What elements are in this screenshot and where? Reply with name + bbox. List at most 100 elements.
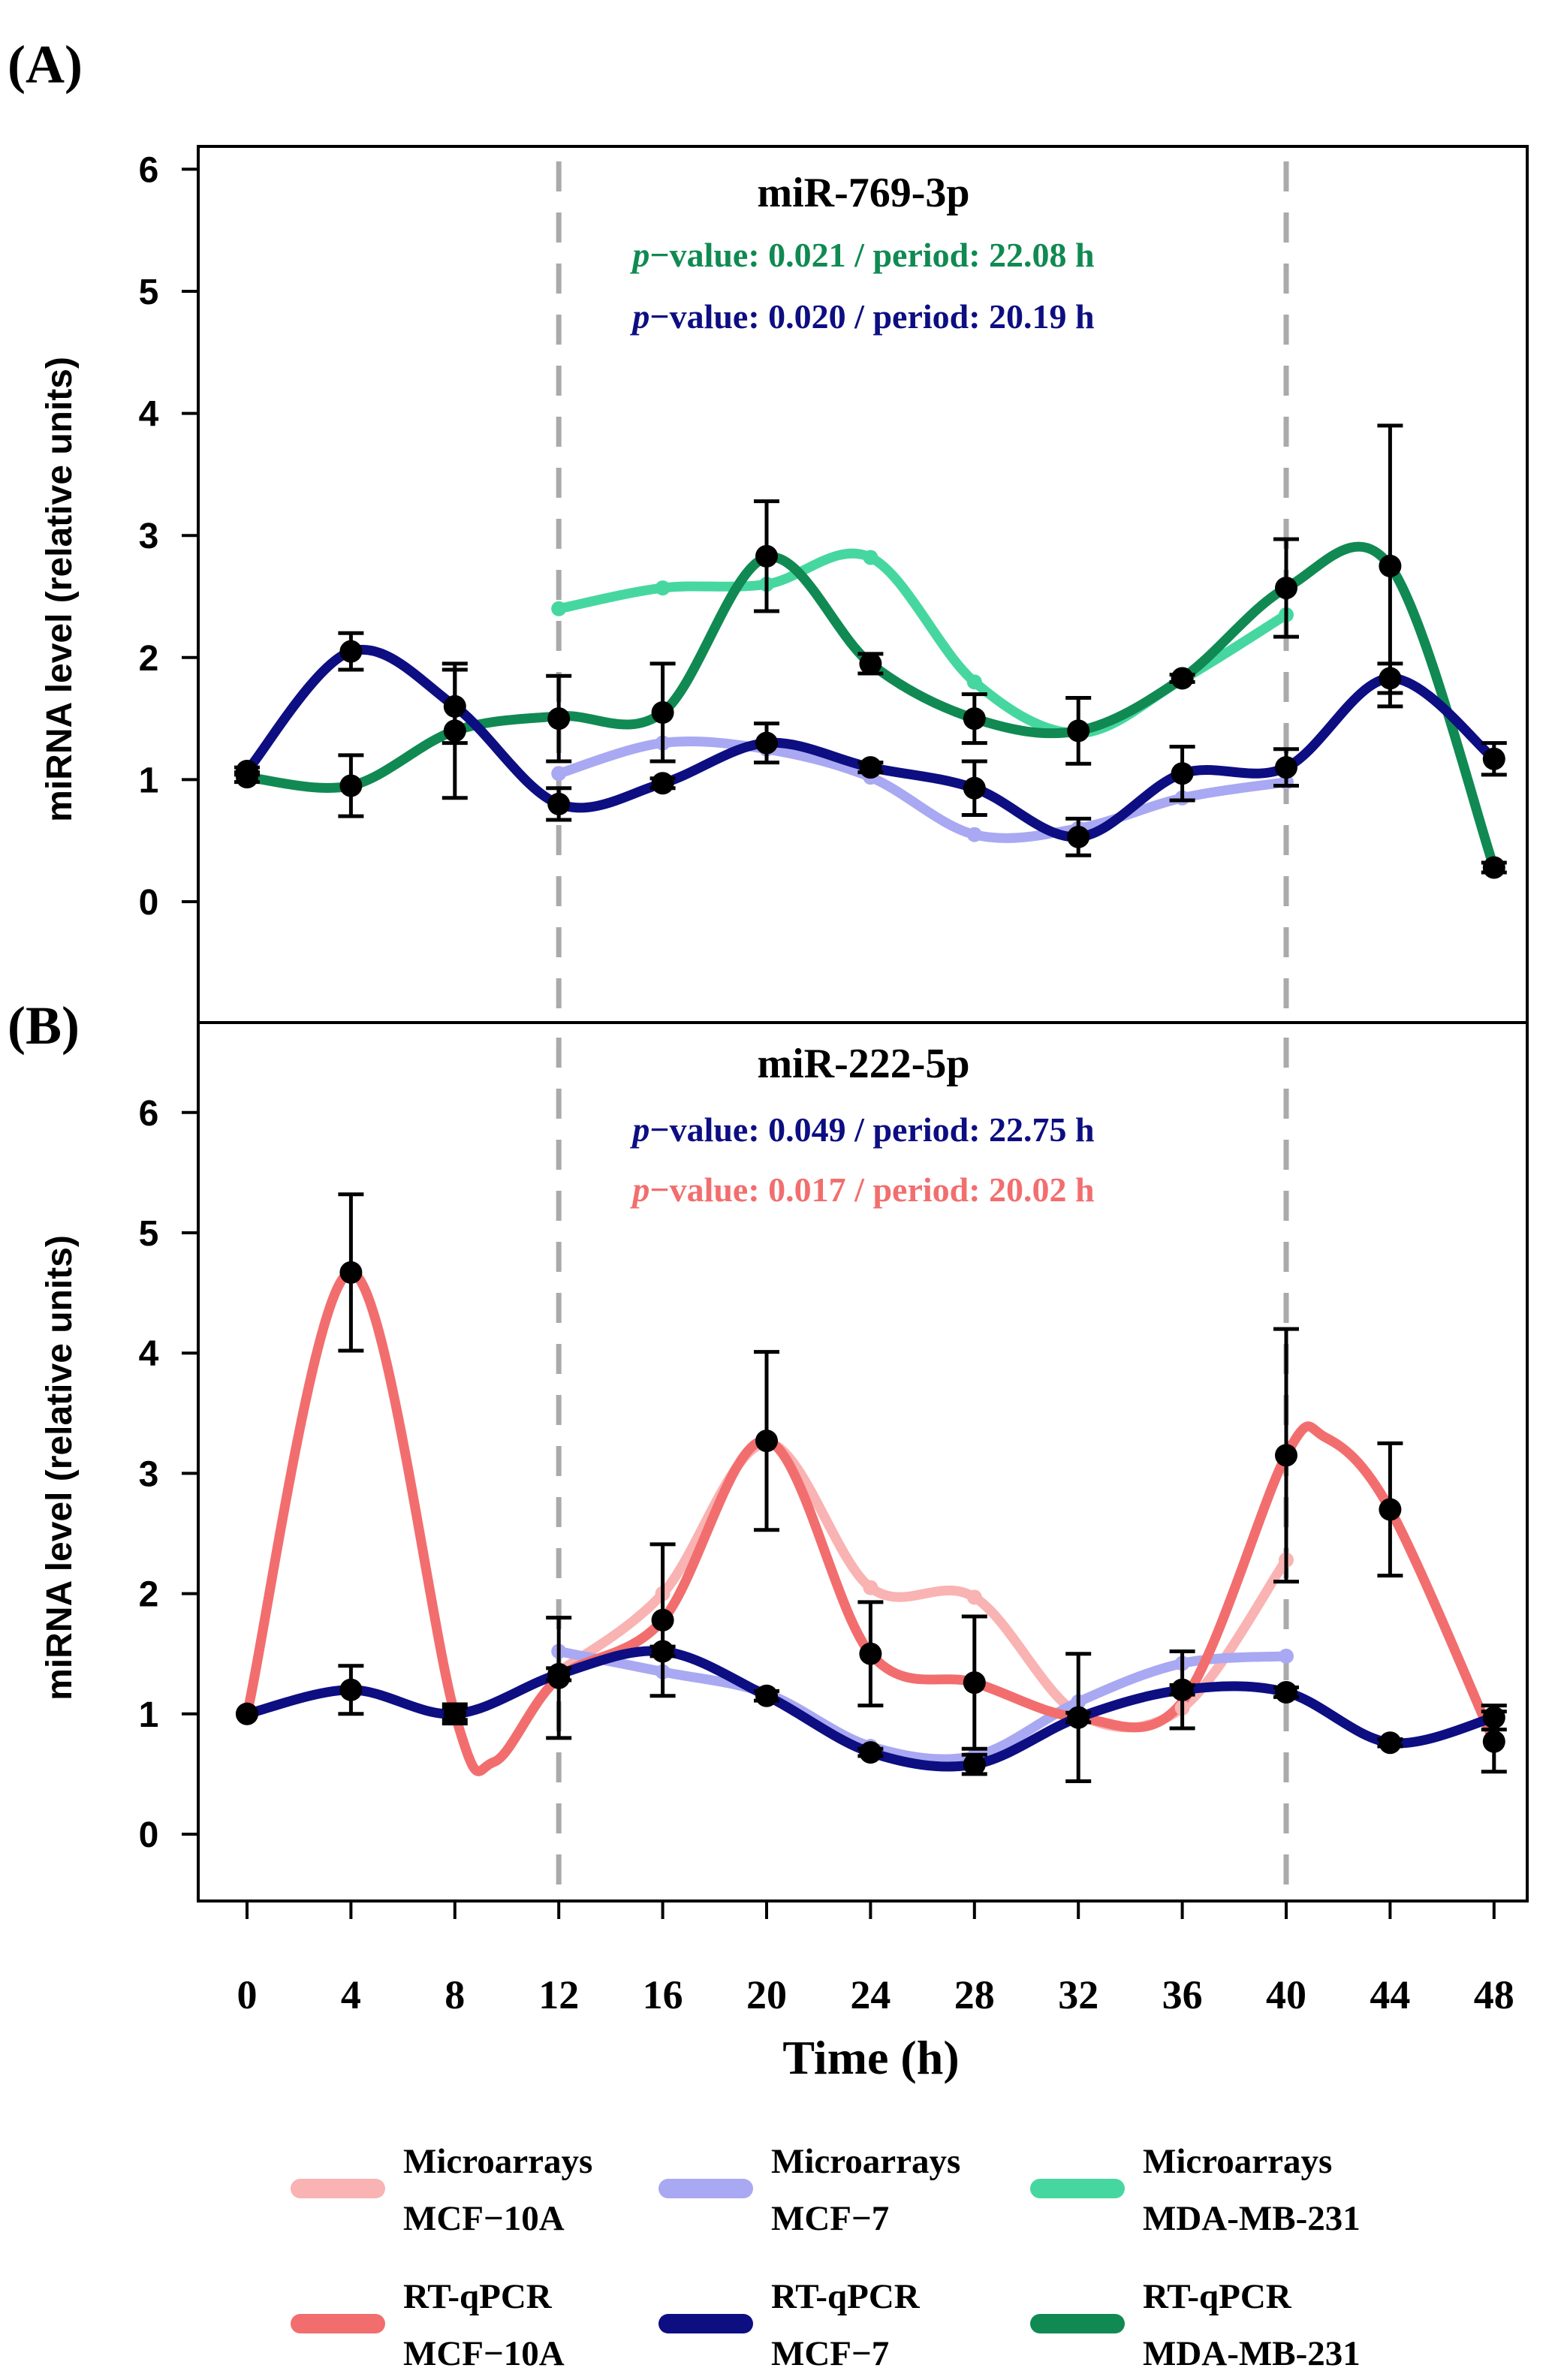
panel-b-series-rt_mcf10a [242, 1267, 1499, 1776]
x-tick-label: 28 [954, 1972, 995, 2017]
data-point [443, 1702, 466, 1725]
data-point [547, 1662, 571, 1686]
panel-a-point-rt_mcf7 [1169, 744, 1195, 803]
panel-b-point-rt_mcf7 [649, 1640, 676, 1663]
legend-label-line1: Microarrays [403, 2142, 592, 2181]
panel-a-y-tick-label: 2 [139, 639, 159, 679]
legend-label-line1: RT-qPCR [771, 2277, 921, 2316]
data-point [755, 731, 778, 755]
data-point [1379, 667, 1402, 690]
legend-label-line2: MCF−7 [771, 2334, 889, 2373]
data-point [339, 1678, 363, 1701]
panel-b-point-rt_mcf10a [338, 1192, 364, 1353]
panel-b-annotation-1: p−value: 0.049 / period: 22.75 h [629, 1110, 1094, 1149]
panel-b-micro_mcf10a-marker [863, 1580, 878, 1595]
panel-a-point-rt_mcf7 [1065, 816, 1092, 857]
data-point [1482, 747, 1505, 770]
panel-a-point-rt_mdamb231 [338, 753, 364, 818]
panel-b-point-rt_mcf10a [857, 1600, 884, 1708]
legend-label-line1: Microarrays [771, 2142, 960, 2181]
data-point [1171, 667, 1194, 690]
annotation-text: −value: 0.017 / period: 20.02 h [649, 1170, 1094, 1209]
legend-item-rt_mcf10a: RT-qPCR MCF−10A [291, 2277, 565, 2373]
panel-b-y-tick-label: 4 [139, 1334, 159, 1374]
annotation-text: −value: 0.020 / period: 20.19 h [649, 297, 1094, 336]
panel-b-point-rt_mcf7 [441, 1702, 468, 1725]
data-point [755, 544, 778, 568]
data-point [339, 640, 363, 663]
data-point [755, 1684, 778, 1707]
p-symbol: p [629, 236, 649, 274]
data-point [1067, 1706, 1090, 1729]
legend-item-micro_mdamb231: Microarrays MDA-MB-231 [1030, 2142, 1361, 2238]
panel-a-point-rt_mcf7 [234, 760, 260, 783]
x-axis-title: Time (h) [782, 2031, 959, 2084]
panel-a-y-tick-label: 4 [139, 395, 159, 435]
legend-label-line1: RT-qPCR [403, 2277, 553, 2316]
x-tick-label: 36 [1162, 1972, 1203, 2017]
data-point [651, 1608, 674, 1631]
data-point [859, 756, 882, 779]
data-point [1067, 825, 1090, 848]
panel-b-point-rt_mcf10a [1273, 1327, 1299, 1584]
panel-b-micro_mcf10a-marker [966, 1589, 982, 1605]
x-tick-label: 44 [1370, 1972, 1410, 2017]
panel-b-y-tick-label: 0 [139, 1815, 159, 1855]
p-symbol: p [629, 1170, 649, 1209]
panel-a-point-rt_mdamb231 [857, 652, 884, 676]
panel-a-ylabel: miRNA level (relative units) [40, 357, 80, 822]
x-tick-label: 8 [444, 1972, 465, 2017]
panel-a-y-tick-label: 3 [139, 517, 159, 556]
data-point [1067, 719, 1090, 743]
data-point [443, 694, 466, 718]
data-point [1482, 856, 1505, 879]
panel-b-series-micro_mcf7 [553, 1646, 1291, 1764]
panel-a-point-rt_mcf7 [338, 631, 364, 672]
data-point [1275, 1680, 1297, 1704]
data-point [859, 652, 882, 675]
panel-a-point-rt_mdamb231 [1273, 537, 1299, 639]
panel-a-point-rt_mcf7 [546, 786, 572, 822]
panel-label-b: (B) [8, 996, 80, 1056]
panel-a-point-rt_mdamb231 [1169, 667, 1195, 690]
panel-a-y-tick-label: 6 [139, 150, 159, 190]
panel-a-micro_mdamb231-marker [863, 550, 878, 565]
panel-b-y-tick-label: 5 [139, 1214, 159, 1254]
data-point [1482, 1730, 1505, 1753]
data-point [963, 776, 986, 800]
data-point [236, 1702, 258, 1725]
x-tick-label: 0 [237, 1972, 258, 2017]
panel-b-y-tick-label: 2 [139, 1575, 159, 1615]
legend-label-line2: MCF−7 [771, 2199, 889, 2238]
panel-a-point-rt_mdamb231 [1481, 856, 1507, 879]
panel-a-point-rt_mcf7 [649, 772, 676, 795]
panel-b-point-rt_mcf7 [1377, 1731, 1403, 1755]
panel-b-point-rt_mcf10a [961, 1614, 987, 1751]
x-tick-label: 24 [850, 1972, 890, 2017]
panel-a-point-rt_mdamb231 [649, 661, 676, 764]
data-point [547, 792, 571, 815]
panel-b-point-rt_mcf7 [1273, 1680, 1299, 1704]
x-tick-label: 48 [1474, 1972, 1514, 2017]
data-point [859, 1642, 882, 1665]
data-point [236, 760, 258, 783]
panel-a-annotation-1: p−value: 0.021 / period: 22.08 h [629, 236, 1094, 274]
panel-b-point-rt_mcf7 [857, 1741, 884, 1764]
panel-a-micro_mdamb231-marker [966, 674, 982, 690]
panel-a-y-tick-label: 1 [139, 761, 159, 800]
legend: MicroarraysMCF−10AMicroarraysMCF−7Microa… [291, 2142, 1361, 2373]
annotation-text: −value: 0.049 / period: 22.75 h [649, 1110, 1094, 1149]
panel-a-point-rt_mcf7 [754, 722, 779, 765]
legend-label-line2: MCF−10A [403, 2334, 565, 2373]
panel-a-point-rt_mdamb231 [1377, 423, 1403, 709]
panel-label-a: (A) [8, 35, 83, 95]
panel-b-annotation-2: p−value: 0.017 / period: 20.02 h [629, 1170, 1094, 1209]
data-point [859, 1741, 882, 1764]
x-tick-label: 4 [341, 1972, 361, 2017]
panel-a-micro_mcf7-marker [551, 766, 567, 782]
panel-b-micro_mcf7-marker [1279, 1648, 1294, 1664]
x-tick-label: 40 [1266, 1972, 1306, 2017]
legend-item-micro_mcf7: Microarrays MCF−7 [658, 2142, 960, 2238]
